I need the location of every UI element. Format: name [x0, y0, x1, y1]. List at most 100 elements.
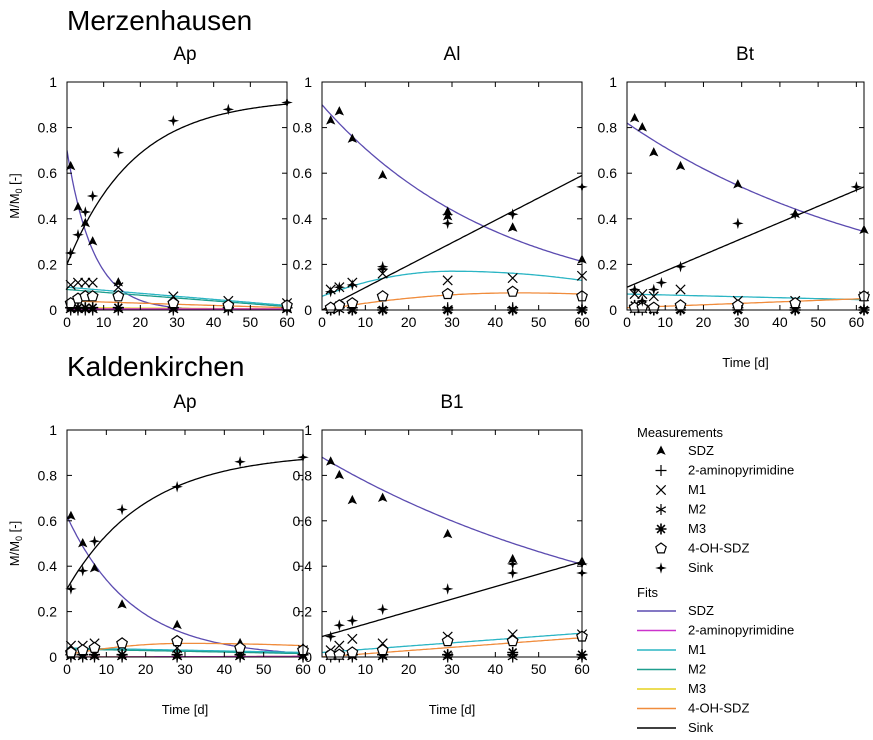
- fit-line-m1: [627, 293, 864, 301]
- data-point: [78, 538, 88, 548]
- y-tick-label: 0.6: [598, 165, 618, 181]
- fit-curves: [67, 458, 303, 657]
- fit-curves: [67, 103, 287, 310]
- legend-marker: [655, 562, 667, 574]
- data-point: [87, 277, 98, 288]
- x-tick-label: 30: [177, 661, 193, 677]
- data-point: [346, 279, 359, 291]
- y-tick-label: 0.4: [598, 211, 618, 227]
- legend-measure-sink: Sink: [655, 560, 714, 575]
- legend-measure-sdz: SDZ: [656, 443, 714, 458]
- data-point: [234, 641, 247, 653]
- data-point: [506, 285, 519, 297]
- data-point: [376, 603, 389, 616]
- legend-label: 4-OH-SDZ: [688, 701, 749, 716]
- y-tick-label: 1: [49, 422, 57, 438]
- x-tick-label: 60: [574, 661, 590, 677]
- data-point: [636, 295, 649, 307]
- panel-title: Ap: [173, 44, 196, 65]
- data-point: [325, 115, 336, 125]
- y-tick-label: 0.6: [293, 165, 313, 181]
- legend-label: 4-OH-SDZ: [688, 541, 749, 556]
- data-point: [66, 510, 76, 521]
- x-tick-label: 50: [256, 661, 272, 677]
- data-point: [87, 236, 98, 246]
- data-point: [89, 562, 100, 573]
- plot-frame: [66, 81, 288, 311]
- y-tick-label: 0: [49, 302, 57, 318]
- data-point: [377, 169, 388, 180]
- data-point: [637, 122, 647, 132]
- fit-curves: [322, 456, 582, 657]
- data-point: [167, 115, 180, 127]
- data-point: [441, 287, 454, 300]
- data-point: [88, 535, 101, 547]
- data-point: [674, 260, 687, 273]
- data-point: [333, 281, 346, 293]
- data-point: [334, 106, 345, 116]
- y-tick-label: 0: [609, 302, 617, 318]
- legend-fit-m1: M1: [637, 642, 706, 657]
- legend-label: SDZ: [688, 443, 714, 458]
- legend-fits: SDZ 2-aminopyrimidine M1 M2 M3 4-OH-SDZ Sink: [637, 603, 794, 735]
- data-point: [507, 272, 518, 284]
- fit-line-4-oh-sdz: [67, 642, 303, 656]
- x-tick-label: 30: [734, 314, 750, 330]
- legend-measurements-title: Measurements: [637, 425, 723, 440]
- data-point: [441, 217, 454, 230]
- data-point: [172, 619, 182, 630]
- y-tick-label: 0.4: [293, 211, 313, 227]
- data-point: [506, 558, 519, 570]
- data-point: [222, 103, 235, 116]
- legend-marker: [655, 504, 667, 515]
- fit-line-sink: [322, 561, 582, 638]
- panel-title: Ap: [173, 392, 196, 413]
- y-tick-label: 1: [304, 74, 312, 90]
- chart-merzenhausen-bt: Bt 0 10 20 30 40 50 60 0 0.2 0.4 0.6 0.8 1 Time [d]: [598, 44, 870, 370]
- data-point: [507, 222, 518, 232]
- y-axis-label: M/M0 [-]: [7, 173, 24, 218]
- y-tick-label: 1: [49, 74, 57, 90]
- legend-measure-m1: M1: [655, 482, 706, 497]
- data-point: [733, 179, 743, 189]
- data-point: [65, 160, 76, 171]
- data-point: [79, 206, 92, 218]
- data-point: [732, 217, 744, 230]
- legend-measure-m2: M2: [655, 502, 706, 517]
- plot-frame: [66, 429, 304, 658]
- x-tick-label: 20: [138, 661, 154, 677]
- x-axis-label: Time [d]: [722, 355, 768, 370]
- fit-curves: [627, 122, 864, 309]
- legend-label: M3: [688, 681, 706, 696]
- x-tick-label: 0: [623, 314, 631, 330]
- data-point: [116, 503, 128, 516]
- data-point: [346, 614, 359, 627]
- data-point: [649, 147, 659, 157]
- y-tick-label: 0.8: [598, 120, 618, 136]
- legend-fit-sink: Sink: [637, 720, 714, 735]
- data-point: [80, 217, 91, 228]
- plot-frame: [626, 81, 865, 311]
- series-4-oh-sdz: [324, 630, 588, 660]
- y-tick-label: 0.6: [38, 513, 58, 529]
- data-point: [79, 302, 91, 314]
- x-tick-label: 40: [772, 314, 788, 330]
- data-point: [648, 291, 659, 302]
- data-point: [506, 567, 519, 579]
- data-point: [65, 279, 76, 291]
- data-point: [325, 456, 336, 466]
- data-point: [346, 296, 359, 309]
- y-tick-label: 0.4: [38, 558, 58, 574]
- data-point: [89, 649, 100, 661]
- x-tick-label: 50: [243, 314, 259, 330]
- data-point: [72, 229, 84, 241]
- data-point: [675, 160, 686, 171]
- fit-line-4-oh-sdz: [627, 297, 864, 309]
- legend-fits-title: Fits: [637, 585, 658, 600]
- y-tick-label: 0.2: [38, 604, 58, 620]
- data-point: [674, 299, 687, 311]
- legend-label: 2-aminopyrimidine: [688, 463, 794, 478]
